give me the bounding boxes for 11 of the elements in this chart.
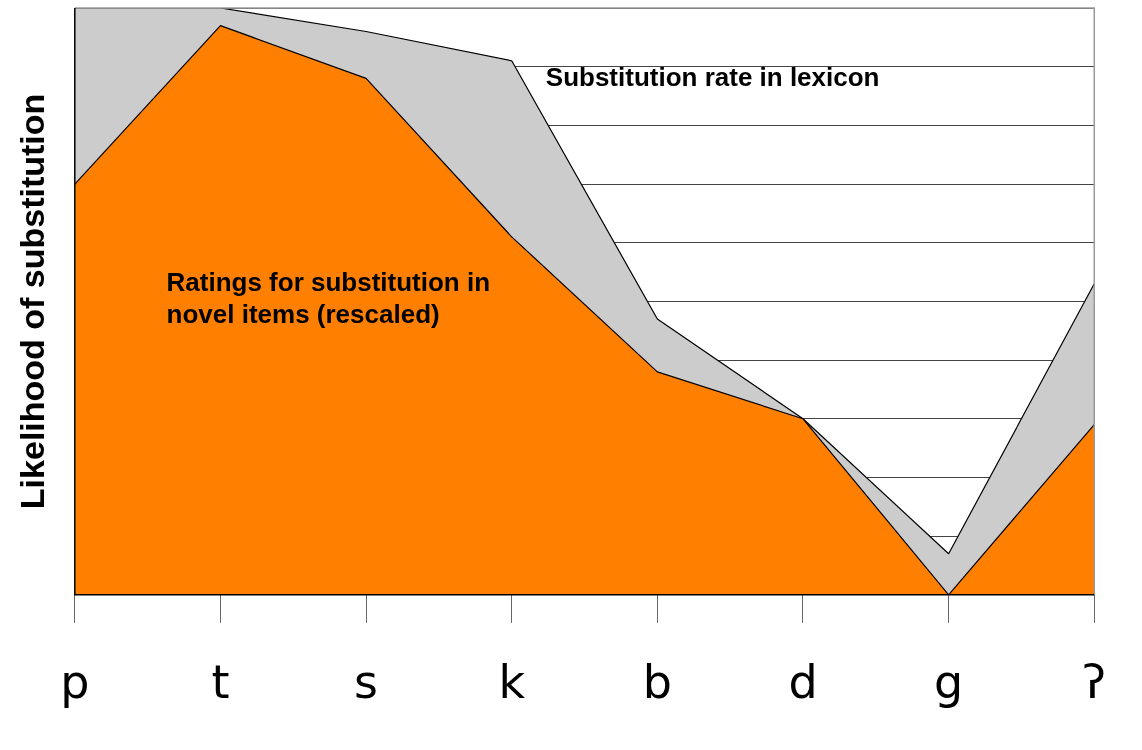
- series-label: Substitution rate in lexicon: [545, 61, 880, 92]
- x-tick-label: t: [211, 655, 230, 710]
- y-axis-title: Likelihood of substitution: [12, 93, 51, 510]
- x-tick-label: g: [934, 655, 964, 710]
- x-tick-label: k: [498, 655, 526, 710]
- series-label: Ratings for substitution in novel items (rescaled): [166, 266, 491, 329]
- x-tick-label: b: [642, 655, 672, 710]
- x-tick-label: p: [60, 655, 90, 710]
- x-tick-label: d: [788, 655, 818, 710]
- x-tick-label: ʔ: [1082, 655, 1107, 710]
- x-tick-label: s: [354, 655, 379, 710]
